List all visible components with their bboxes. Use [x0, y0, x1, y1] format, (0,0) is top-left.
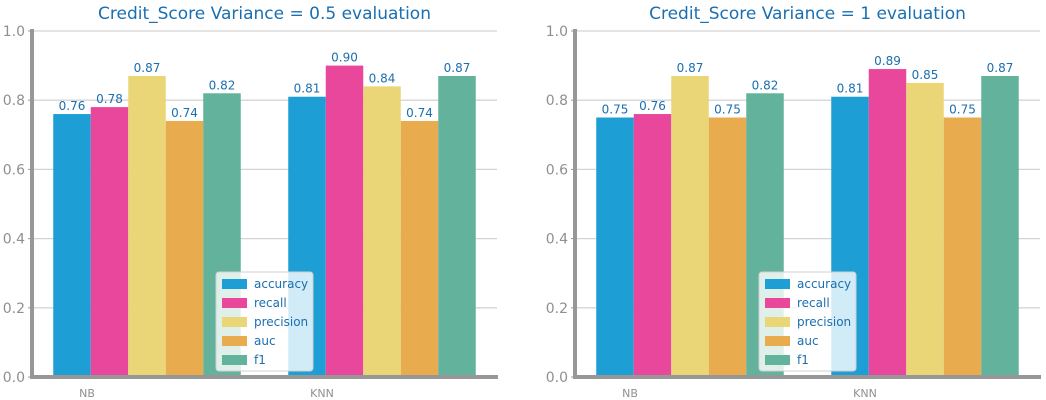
bar-value-label: 0.76	[59, 99, 86, 113]
bar-value-label: 0.75	[602, 103, 629, 117]
bar-value-label: 0.76	[639, 99, 666, 113]
bar-value-label: 0.74	[171, 106, 198, 120]
x-tick-label: NB	[622, 387, 638, 400]
x-tick-label: KNN	[310, 387, 334, 400]
legend-swatch-f1	[765, 355, 790, 365]
bar-value-label: 0.90	[331, 51, 358, 65]
legend-swatch-precision	[222, 317, 247, 327]
y-tick-label: 0.8	[546, 93, 568, 109]
bar-auc-nb	[165, 120, 204, 378]
bar-precision-knn	[363, 86, 401, 378]
legend-swatch-recall	[765, 298, 790, 308]
legend-swatch-auc	[765, 336, 790, 346]
legend-label-precision: precision	[254, 315, 308, 329]
legend-swatch-accuracy	[222, 279, 247, 289]
bar-precision-nb	[128, 75, 166, 377]
y-tick-label: 0.2	[546, 301, 568, 317]
legend-label-auc: auc	[797, 334, 819, 348]
y-tick-label: 0.0	[546, 370, 568, 386]
legend-box	[215, 271, 314, 372]
bar-value-label: 0.85	[912, 68, 939, 82]
y-tick-label: 0.6	[3, 162, 25, 178]
y-tick-label: 0.0	[3, 370, 25, 386]
y-tick-label: 1.0	[546, 24, 568, 40]
y-tick-label: 0.2	[3, 301, 25, 317]
bar-auc-knn	[400, 120, 439, 378]
legend-swatch-f1	[222, 355, 247, 365]
bar-value-label: 0.89	[874, 54, 901, 68]
bar-precision-nb	[671, 75, 709, 377]
legend-label-f1: f1	[797, 353, 809, 367]
legend-label-auc: auc	[254, 334, 276, 348]
chart-title: Credit_Score Variance = 0.5 evaluation	[98, 4, 431, 24]
chart-variance-1: Credit_Score Variance = 1 evaluation 0.0…	[546, 4, 1041, 400]
y-tick-label: 0.8	[3, 93, 25, 109]
bar-recall-nb	[633, 114, 672, 377]
bar-value-label: 0.87	[987, 61, 1014, 75]
bar-value-label: 0.74	[406, 106, 433, 120]
legend-label-recall: recall	[254, 296, 287, 310]
y-tick-label: 0.6	[546, 162, 568, 178]
legend-swatch-accuracy	[765, 279, 790, 289]
y-tick-label: 0.4	[3, 232, 25, 248]
bar-accuracy-nb	[53, 114, 91, 377]
chart-variance-0-5: Credit_Score Variance = 0.5 evaluation 0…	[3, 4, 498, 400]
bar-value-label: 0.75	[949, 103, 976, 117]
bar-recall-knn	[325, 65, 364, 377]
bar-value-label: 0.87	[444, 61, 471, 75]
bar-f1-knn	[438, 75, 476, 377]
x-tick-label: NB	[79, 387, 95, 400]
bar-auc-knn	[943, 117, 982, 377]
bar-value-label: 0.82	[209, 78, 236, 92]
bar-value-label: 0.82	[752, 78, 779, 92]
legend-swatch-recall	[222, 298, 247, 308]
y-tick-label: 0.4	[546, 232, 568, 248]
legend: accuracy recall precision auc f1	[215, 271, 314, 372]
bar-value-label: 0.87	[677, 61, 704, 75]
chart-title: Credit_Score Variance = 1 evaluation	[649, 4, 966, 24]
bar-value-label: 0.84	[369, 71, 396, 85]
legend-label-accuracy: accuracy	[254, 277, 308, 291]
bar-recall-knn	[868, 69, 907, 377]
legend-label-f1: f1	[254, 353, 266, 367]
bar-value-label: 0.81	[294, 82, 321, 96]
bar-value-label: 0.75	[714, 103, 741, 117]
legend-box	[758, 271, 857, 372]
legend-label-accuracy: accuracy	[797, 277, 851, 291]
bar-f1-knn	[981, 75, 1019, 377]
x-tick-label: KNN	[853, 387, 877, 400]
bar-recall-nb	[90, 107, 129, 378]
bar-value-label: 0.81	[837, 82, 864, 96]
legend-swatch-precision	[765, 317, 790, 327]
legend-label-recall: recall	[797, 296, 830, 310]
legend-label-precision: precision	[797, 315, 851, 329]
bar-value-label: 0.87	[134, 61, 161, 75]
y-tick-label: 1.0	[3, 24, 25, 40]
bar-auc-nb	[708, 117, 747, 377]
bar-precision-knn	[906, 82, 944, 378]
bar-accuracy-nb	[596, 117, 634, 377]
legend: accuracy recall precision auc f1	[758, 271, 857, 372]
bar-value-label: 0.78	[96, 92, 123, 106]
legend-swatch-auc	[222, 336, 247, 346]
